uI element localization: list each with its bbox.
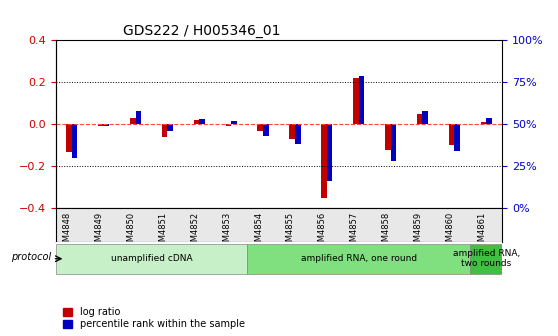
Bar — [295, 124, 301, 144]
Bar — [417, 114, 422, 124]
Bar — [353, 78, 359, 124]
Bar — [454, 124, 460, 151]
Bar — [167, 124, 173, 131]
Bar — [385, 124, 391, 150]
FancyBboxPatch shape — [56, 244, 247, 274]
Bar — [480, 122, 486, 124]
Bar — [391, 124, 396, 161]
Bar — [225, 124, 231, 126]
Text: GDS222 / H005346_01: GDS222 / H005346_01 — [123, 24, 280, 38]
Text: amplified RNA,
two rounds: amplified RNA, two rounds — [453, 249, 520, 268]
Bar — [162, 124, 167, 137]
Text: GSM4858: GSM4858 — [382, 212, 391, 252]
Text: GSM4860: GSM4860 — [445, 212, 454, 252]
Text: GSM4859: GSM4859 — [413, 212, 422, 252]
Bar — [98, 124, 104, 126]
Text: GSM4856: GSM4856 — [318, 212, 327, 252]
Text: GSM4848: GSM4848 — [62, 212, 72, 252]
Text: protocol: protocol — [11, 252, 51, 262]
Text: GSM4851: GSM4851 — [158, 212, 167, 252]
Bar — [327, 124, 333, 181]
Bar — [136, 111, 141, 124]
Bar — [66, 124, 72, 152]
Bar — [130, 118, 136, 124]
Text: GSM4849: GSM4849 — [95, 212, 104, 252]
Text: GSM4857: GSM4857 — [350, 212, 359, 252]
Text: unamplified cDNA: unamplified cDNA — [110, 254, 193, 263]
Bar — [359, 76, 364, 124]
Legend: log ratio, percentile rank within the sample: log ratio, percentile rank within the sa… — [61, 305, 247, 331]
Text: GSM4854: GSM4854 — [254, 212, 263, 252]
Text: GSM4855: GSM4855 — [286, 212, 295, 252]
Bar — [104, 124, 109, 126]
Bar — [257, 124, 263, 131]
Text: GSM4861: GSM4861 — [477, 212, 486, 252]
Bar — [422, 111, 428, 124]
Bar — [199, 119, 205, 124]
Text: GSM4853: GSM4853 — [222, 212, 231, 252]
Bar — [72, 124, 78, 158]
Bar — [290, 124, 295, 139]
Bar — [321, 124, 327, 198]
Bar — [231, 121, 237, 124]
Text: GSM4850: GSM4850 — [127, 212, 136, 252]
Bar — [486, 118, 492, 124]
Bar — [263, 124, 268, 136]
Text: amplified RNA, one round: amplified RNA, one round — [301, 254, 417, 263]
Text: GSM4852: GSM4852 — [190, 212, 199, 252]
Bar — [449, 124, 454, 145]
FancyBboxPatch shape — [247, 244, 470, 274]
FancyBboxPatch shape — [470, 244, 502, 274]
Bar — [194, 120, 199, 124]
